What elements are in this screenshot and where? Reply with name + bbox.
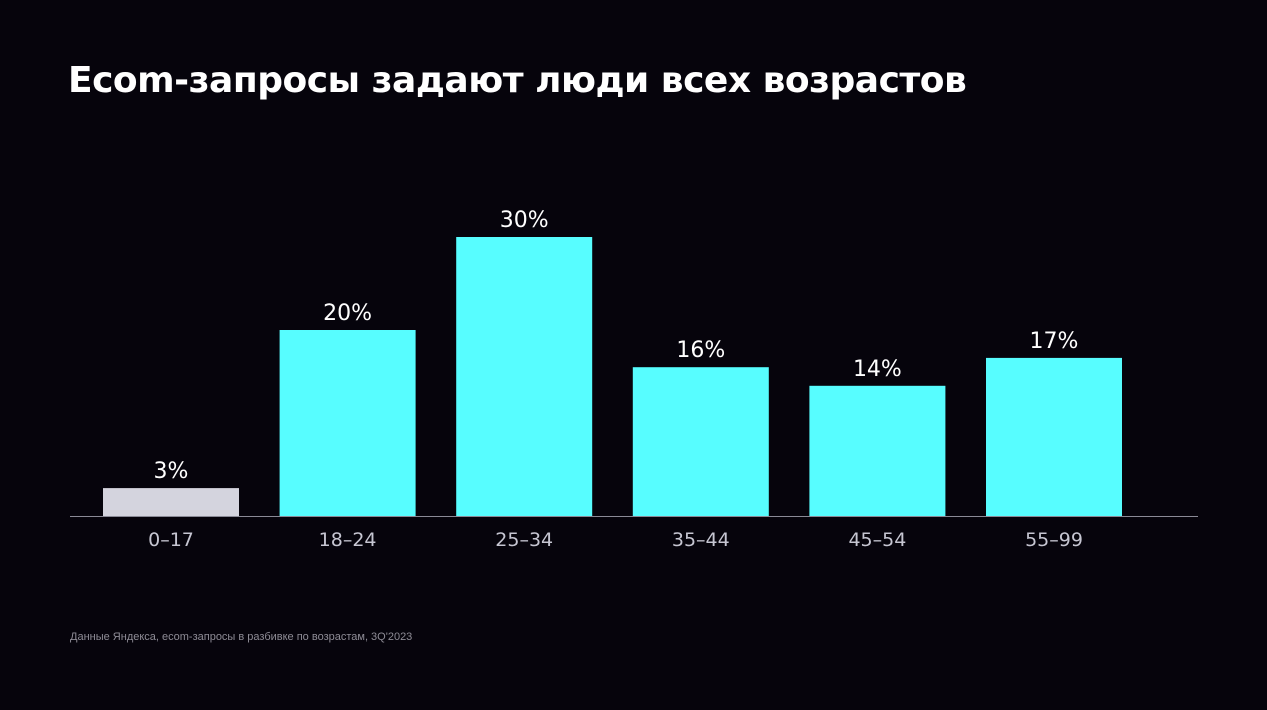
category-label-4: 45–54	[848, 529, 906, 551]
category-label-0: 0–17	[148, 529, 194, 551]
bar-3	[632, 367, 769, 516]
category-label-5: 55–99	[1025, 529, 1083, 551]
page-title: Ecom-запросы задают люди всех возрастов	[68, 60, 967, 101]
bar-0	[103, 488, 239, 516]
value-label-1: 20%	[323, 301, 372, 326]
category-label-1: 18–24	[319, 529, 377, 551]
bar-5	[986, 357, 1122, 516]
value-label-3: 16%	[676, 338, 725, 363]
bar-4	[809, 385, 946, 516]
source-footnote: Данные Яндекса, ecom-запросы в разбивке …	[70, 631, 413, 643]
value-label-0: 3%	[154, 459, 189, 484]
category-label-2: 25–34	[495, 529, 553, 551]
bar-2	[456, 237, 593, 516]
bar-1	[279, 330, 416, 516]
category-label-3: 35–44	[672, 529, 730, 551]
value-label-5: 17%	[1030, 329, 1079, 354]
value-label-2: 30%	[500, 208, 549, 233]
value-label-4: 14%	[853, 357, 902, 382]
